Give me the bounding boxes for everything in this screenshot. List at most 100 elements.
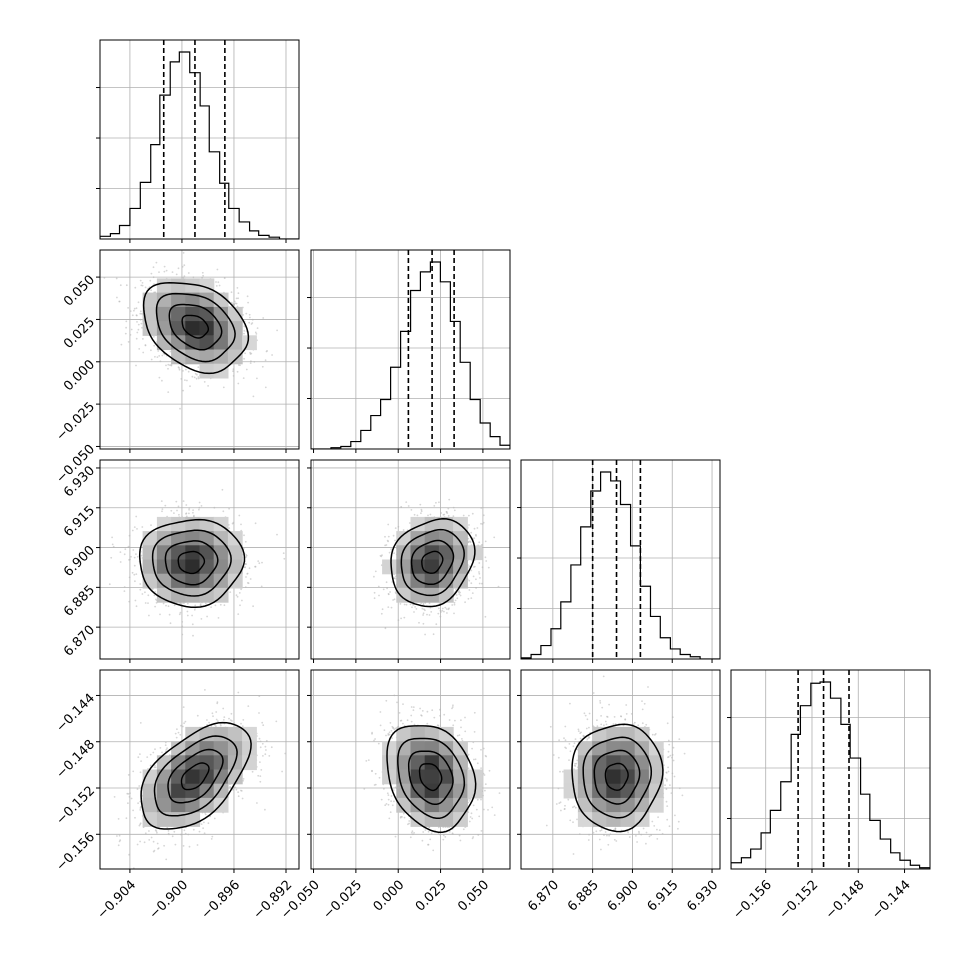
sample-point bbox=[569, 750, 572, 753]
sample-point bbox=[596, 725, 599, 728]
sample-point bbox=[410, 720, 413, 723]
sample-point bbox=[391, 804, 394, 807]
sample-point bbox=[245, 576, 247, 578]
sample-point bbox=[444, 836, 447, 838]
density-cell bbox=[453, 573, 468, 589]
sample-point bbox=[197, 376, 200, 378]
sample-point bbox=[439, 708, 441, 711]
sample-point bbox=[447, 514, 450, 517]
sample-point bbox=[243, 534, 245, 537]
sample-point bbox=[248, 321, 251, 324]
sample-point bbox=[669, 784, 671, 786]
sample-point bbox=[630, 713, 633, 715]
sample-point bbox=[572, 821, 574, 824]
sample-point bbox=[453, 603, 456, 606]
sample-point bbox=[484, 783, 487, 786]
sample-point bbox=[251, 318, 254, 321]
density-cell bbox=[242, 755, 257, 771]
sample-point bbox=[458, 734, 461, 736]
sample-point bbox=[154, 590, 157, 593]
sample-point bbox=[261, 742, 264, 745]
sample-point bbox=[159, 360, 162, 363]
sample-point bbox=[459, 594, 462, 597]
sample-point bbox=[182, 500, 185, 502]
density-cell bbox=[199, 755, 215, 771]
panel-frame bbox=[310, 249, 511, 450]
sample-point bbox=[397, 619, 400, 622]
sample-point bbox=[238, 592, 241, 594]
sample-point bbox=[385, 803, 388, 805]
sample-point bbox=[574, 738, 577, 740]
sample-point bbox=[141, 284, 144, 287]
sample-point bbox=[218, 284, 221, 287]
sample-point bbox=[138, 348, 141, 350]
sample-point bbox=[681, 794, 684, 797]
sample-point bbox=[645, 842, 647, 845]
density-cell bbox=[199, 741, 215, 756]
density-cell bbox=[213, 292, 229, 308]
sample-point bbox=[126, 792, 129, 795]
sample-point bbox=[413, 832, 415, 834]
sample-point bbox=[481, 523, 484, 525]
density-cell bbox=[438, 587, 454, 603]
density-cell bbox=[424, 783, 440, 799]
sample-point bbox=[648, 835, 651, 838]
sample-point bbox=[259, 740, 262, 743]
sample-point bbox=[470, 582, 473, 585]
sample-point bbox=[388, 733, 391, 736]
density-cell bbox=[185, 755, 201, 771]
sample-point bbox=[222, 707, 225, 710]
sample-point bbox=[116, 296, 118, 299]
sample-point bbox=[422, 831, 425, 833]
sample-point bbox=[472, 575, 475, 578]
density-cell bbox=[142, 531, 158, 546]
sample-point bbox=[444, 606, 447, 609]
sample-point bbox=[203, 381, 206, 383]
sample-point bbox=[378, 594, 380, 597]
sample-point bbox=[154, 605, 157, 608]
sample-point bbox=[413, 723, 416, 726]
density-cell bbox=[171, 278, 186, 294]
sample-point bbox=[111, 543, 114, 546]
sample-point bbox=[420, 512, 422, 515]
density-cell bbox=[171, 335, 186, 351]
sample-point bbox=[468, 514, 470, 517]
density-cell bbox=[156, 292, 172, 308]
sample-point bbox=[666, 818, 669, 821]
sample-point bbox=[598, 838, 601, 841]
sample-point bbox=[428, 826, 431, 829]
sample-point bbox=[459, 839, 462, 842]
sample-point bbox=[625, 704, 628, 706]
sample-point bbox=[564, 804, 566, 807]
sample-point bbox=[412, 706, 415, 708]
density-cell bbox=[410, 812, 426, 827]
panel-frame bbox=[520, 669, 721, 870]
sample-point bbox=[163, 844, 166, 847]
sample-point bbox=[473, 711, 476, 714]
density-cell bbox=[227, 559, 243, 575]
sample-point bbox=[148, 614, 150, 617]
sample-point bbox=[365, 760, 368, 762]
sample-point bbox=[387, 794, 390, 796]
sample-point bbox=[155, 261, 158, 264]
sample-point bbox=[235, 297, 238, 300]
sample-point bbox=[666, 722, 669, 725]
sample-point bbox=[650, 834, 652, 836]
density-panel bbox=[100, 460, 299, 659]
sample-point bbox=[159, 613, 161, 616]
x-tick-label: 0.050 bbox=[455, 878, 492, 915]
sample-point bbox=[260, 585, 263, 588]
sample-point bbox=[147, 594, 150, 597]
contour-line bbox=[421, 550, 444, 574]
sample-point bbox=[393, 800, 395, 803]
sample-point bbox=[390, 606, 393, 609]
sample-point bbox=[603, 724, 605, 727]
sample-point bbox=[184, 720, 187, 723]
panel-frame bbox=[520, 459, 721, 660]
sample-point bbox=[154, 766, 157, 769]
density-cell bbox=[199, 321, 215, 336]
sample-point bbox=[139, 722, 142, 724]
sample-point bbox=[455, 588, 457, 591]
sample-point bbox=[677, 820, 680, 823]
sample-point bbox=[249, 316, 251, 319]
